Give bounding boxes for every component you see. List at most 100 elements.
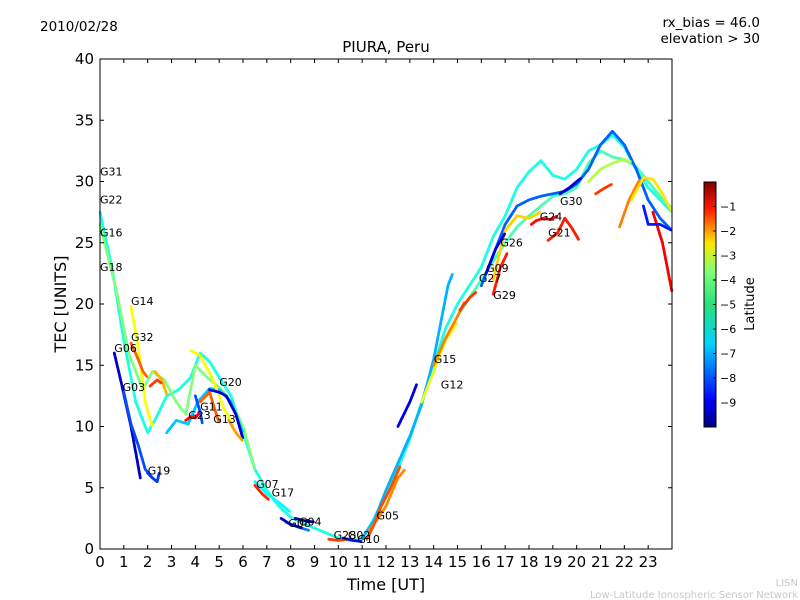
- data-point: [474, 291, 478, 294]
- colorbar-tick-label: −9: [720, 397, 736, 410]
- satellite-label: G16: [100, 227, 123, 240]
- data-point: [450, 273, 454, 276]
- watermark-lisn: LISN: [776, 578, 798, 589]
- data-point: [240, 438, 244, 442]
- data-point: [628, 160, 632, 163]
- satellite-label: G13: [213, 413, 236, 426]
- series-track: [98, 223, 256, 470]
- x-tick-label: 10: [329, 553, 348, 571]
- satellite-label: G06: [114, 342, 137, 355]
- data-point: [505, 252, 509, 256]
- colorbar-tick-label: −4: [720, 274, 736, 287]
- satellite-label: G22: [100, 194, 123, 207]
- satellite-label: G10: [357, 533, 380, 546]
- x-tick-label: 17: [496, 553, 515, 571]
- plot-area: G31G22G16G18G14G32G06G03G19G23G11G13G20G…: [75, 50, 674, 571]
- x-tick-label: 20: [567, 553, 586, 571]
- satellite-label: G27: [479, 272, 502, 285]
- x-tick-label: 14: [424, 553, 443, 571]
- y-tick-label: 0: [84, 540, 94, 558]
- elevation-label: elevation > 30: [660, 31, 760, 47]
- satellite-label: G04: [299, 516, 322, 529]
- satellite-label: G17: [272, 486, 295, 499]
- colorbar-tick-label: −5: [720, 299, 736, 312]
- y-tick-label: 25: [75, 234, 94, 252]
- data-point: [398, 465, 402, 469]
- x-tick-label: 4: [191, 553, 201, 571]
- y-tick-label: 5: [84, 479, 94, 497]
- data-point: [577, 237, 580, 241]
- x-tick-label: 8: [286, 553, 296, 571]
- colorbar-tick-label: −8: [720, 372, 736, 385]
- colorbar-tick-label: −7: [720, 348, 736, 361]
- rx-bias-label: rx_bias = 46.0: [662, 15, 760, 31]
- data-point: [402, 468, 406, 472]
- x-tick-label: 6: [238, 553, 248, 571]
- satellite-label: G14: [131, 295, 154, 308]
- x-tick-label: 21: [591, 553, 610, 571]
- chart-title: PIURA, Peru: [342, 38, 429, 56]
- x-tick-label: 2: [143, 553, 153, 571]
- x-tick-label: 22: [615, 553, 634, 571]
- x-tick-label: 23: [639, 553, 658, 571]
- colorbar-label: Latitude: [743, 277, 758, 331]
- y-axis-label: TEC [UNITS]: [51, 256, 70, 354]
- satellite-label: G15: [434, 353, 457, 366]
- x-tick-label: 3: [167, 553, 177, 571]
- x-tick-label: 19: [543, 553, 562, 571]
- y-tick-label: 10: [75, 418, 94, 436]
- satellite-label: G31: [100, 165, 123, 178]
- x-tick-label: 11: [353, 553, 372, 571]
- date-label: 2010/02/28: [40, 19, 118, 35]
- y-tick-label: 40: [75, 50, 94, 68]
- x-tick-label: 16: [472, 553, 491, 571]
- x-tick-label: 9: [310, 553, 320, 571]
- satellite-label: G19: [148, 464, 171, 477]
- x-tick-label: 18: [519, 553, 538, 571]
- satellite-label: G30: [560, 195, 583, 208]
- x-axis-label: Time [UT]: [346, 575, 425, 594]
- colorbar-tick-label: −6: [720, 323, 736, 336]
- y-tick-label: 30: [75, 173, 94, 191]
- data-point: [288, 510, 292, 513]
- y-tick-label: 20: [75, 295, 94, 313]
- data-point: [150, 423, 154, 427]
- x-tick-label: 15: [448, 553, 467, 571]
- x-tick-label: 13: [400, 553, 419, 571]
- colorbar-tick-label: −3: [720, 250, 736, 263]
- data-point: [610, 183, 613, 186]
- data-point: [159, 381, 163, 385]
- satellite-label: G21: [548, 227, 571, 240]
- colorbar: −9 −8 −7 −6 −5 −4 −3 −2 −1 Latitude: [703, 181, 758, 428]
- x-tick-label: 12: [376, 553, 395, 571]
- x-tick-label: 7: [262, 553, 272, 571]
- x-tick-label: 1: [119, 553, 129, 571]
- satellite-label: G24: [540, 211, 563, 224]
- satellite-label: G03: [123, 381, 146, 394]
- satellite-label: G20: [219, 376, 242, 389]
- satellite-label: G18: [100, 261, 123, 274]
- satellite-label: G26: [500, 236, 523, 249]
- colorbar-tick-label: −2: [720, 225, 736, 238]
- watermark-network: Low-Latitude Ionospheric Sensor Network: [590, 590, 798, 600]
- data-point: [503, 232, 506, 236]
- colorbar-tick-label: −1: [720, 201, 736, 214]
- data-point: [145, 375, 149, 378]
- y-tick-label: 15: [75, 356, 94, 374]
- data-point: [455, 322, 459, 325]
- y-tick-label: 35: [75, 111, 94, 129]
- data-point: [415, 383, 418, 387]
- data-point: [266, 497, 270, 501]
- satellite-label: G11: [200, 401, 223, 414]
- data-point: [579, 177, 582, 181]
- data-point: [138, 476, 142, 480]
- plot-background: [100, 59, 672, 549]
- x-tick-label: 0: [95, 553, 105, 571]
- data-point: [253, 466, 256, 470]
- data-layer: [98, 129, 674, 543]
- satellite-label: G29: [493, 289, 516, 302]
- satellite-label: G05: [377, 510, 400, 523]
- x-tick-label: 5: [214, 553, 224, 571]
- data-point: [165, 392, 168, 395]
